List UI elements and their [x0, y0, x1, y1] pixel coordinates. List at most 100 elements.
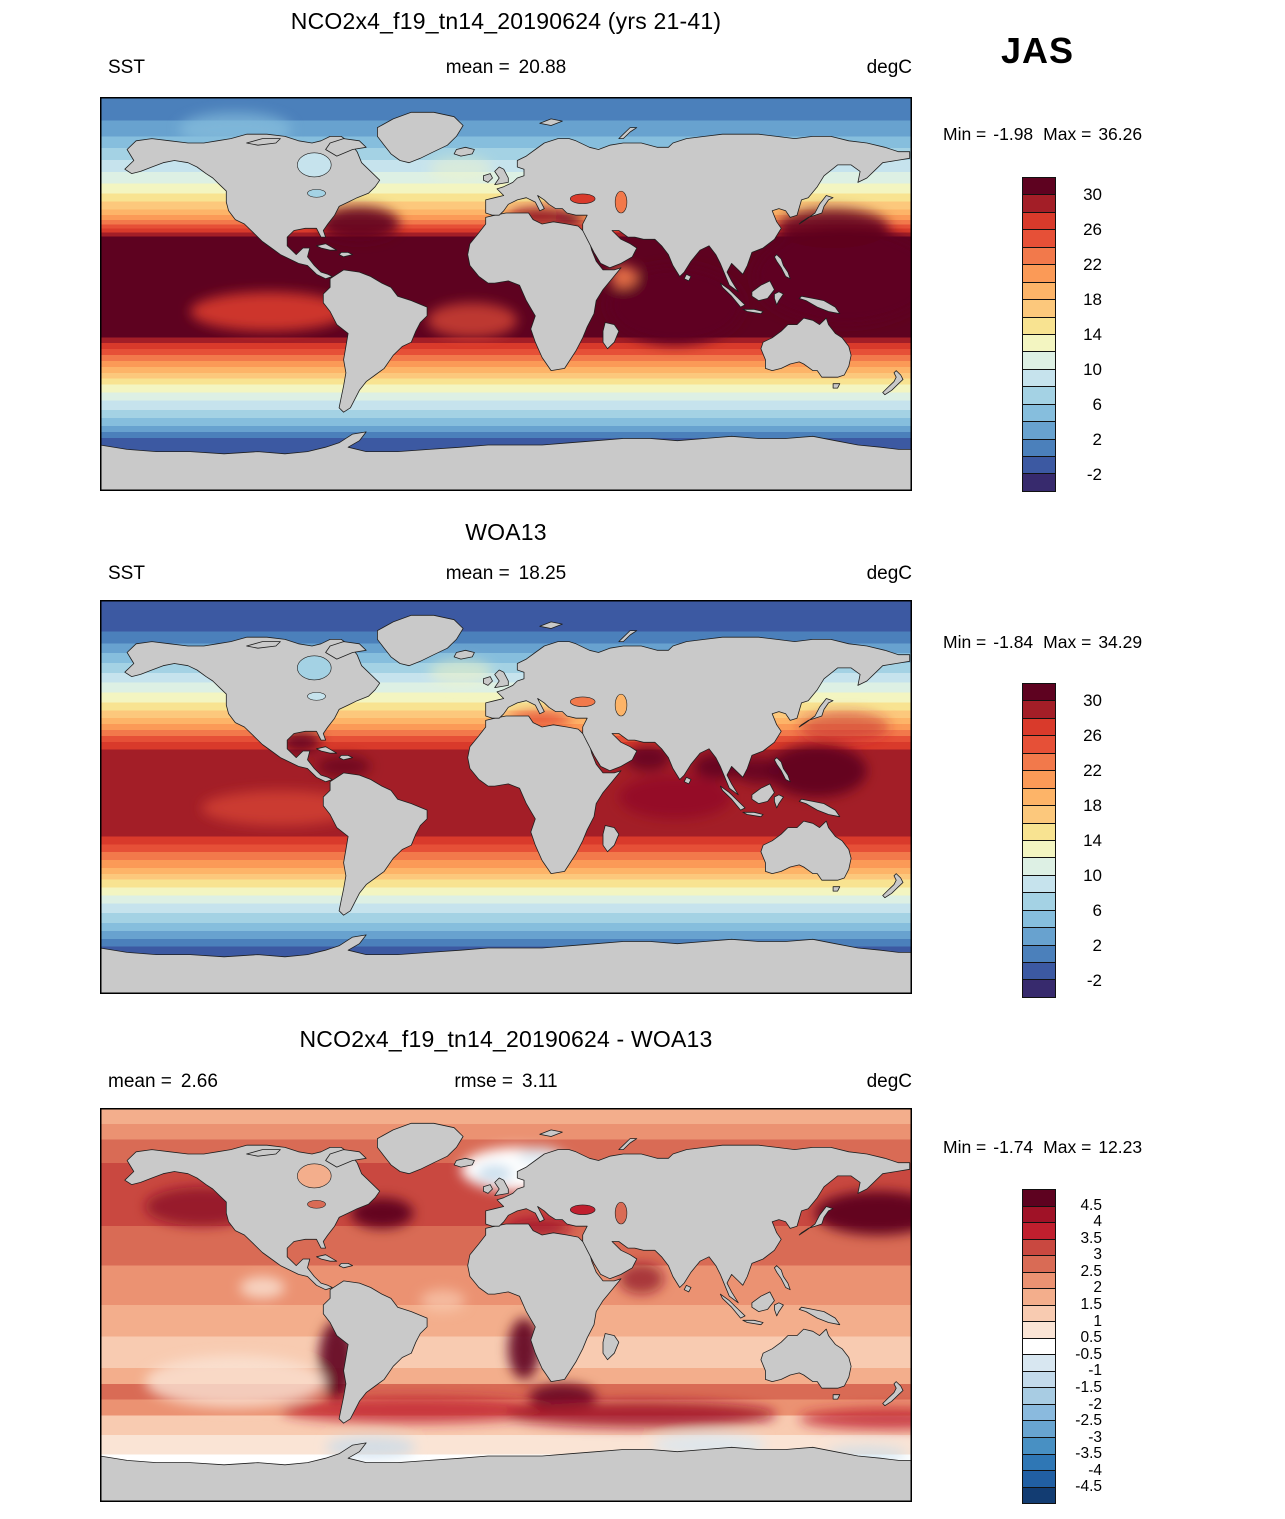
colorbar-model-labels: 30 26 22 18 14 10 6 2 -2 — [1062, 177, 1106, 492]
colorbar-segment — [1022, 351, 1056, 370]
colorbar-segment — [1022, 1288, 1056, 1306]
colorbar-segment — [1022, 403, 1056, 423]
colorbar-segment — [1022, 1337, 1056, 1356]
colorbar-woa13-labels: 30 26 22 18 14 10 6 2 -2 — [1062, 683, 1106, 998]
panel2-minmax: Min = -1.84 Max = 34.29 — [943, 632, 1273, 653]
colorbar-tick-label: 18 — [1083, 289, 1102, 309]
colorbar-segment — [1022, 194, 1056, 213]
map-difference — [100, 1108, 912, 1502]
panel2-title: WOA13 — [465, 519, 547, 545]
colorbar-segment — [1022, 1370, 1056, 1389]
colorbar-segment — [1022, 421, 1056, 440]
map-woa13-sst — [100, 600, 912, 994]
panel2-variable-label: SST — [108, 563, 145, 584]
colorbar-tick-label: 6 — [1092, 394, 1102, 414]
panel1-minmax: Min = -1.98 Max = 36.26 — [943, 124, 1273, 145]
colorbar-segment — [1022, 822, 1056, 841]
colorbar-tick-label: 14 — [1083, 830, 1102, 850]
colorbar-segment — [1022, 735, 1056, 754]
colorbar-segment — [1022, 1453, 1056, 1472]
colorbar-tick-label: 14 — [1083, 324, 1102, 344]
panel1-units-label: degC — [866, 57, 912, 78]
colorbar-tick-label: 6 — [1092, 900, 1102, 920]
colorbar-tick-label: 3.5 — [1080, 1229, 1102, 1247]
colorbar-tick-label: 1.5 — [1080, 1296, 1102, 1314]
colorbar-segment — [1022, 1354, 1056, 1372]
colorbar-segment — [1022, 1271, 1056, 1290]
colorbar-segment — [1022, 683, 1056, 702]
panel2-header: SST mean = 18.25 degC — [100, 563, 912, 587]
panel1-max-label: Max = — [1043, 124, 1092, 144]
colorbar-tick-label: -2 — [1086, 464, 1102, 484]
colorbar-tick-label: -2.5 — [1075, 1412, 1102, 1430]
panel3-units-label: degC — [866, 1071, 912, 1092]
colorbar-segment — [1022, 1205, 1056, 1224]
panel2-max-label: Max = — [1043, 632, 1092, 652]
colorbar-segment — [1022, 839, 1056, 859]
colorbar-segment — [1022, 927, 1056, 946]
colorbar-tick-label: 2.5 — [1080, 1262, 1102, 1280]
colorbar-tick-label: 2 — [1092, 429, 1102, 449]
colorbar-tick-label: -4.5 — [1075, 1478, 1102, 1496]
colorbar-tick-label: 30 — [1083, 690, 1102, 710]
panel3-max-value: 12.23 — [1098, 1137, 1143, 1157]
colorbar-segment — [1022, 299, 1056, 318]
colorbar-segment — [1022, 211, 1056, 231]
colorbar-segment — [1022, 700, 1056, 719]
panel1-mean: mean = 20.88 — [100, 57, 912, 79]
colorbar-segment — [1022, 264, 1056, 283]
colorbar-tick-label: -4 — [1088, 1461, 1102, 1479]
panel1-mean-value: 20.88 — [518, 57, 567, 78]
colorbar-segment — [1022, 874, 1056, 894]
panel3-rmse-value: 3.11 — [522, 1071, 558, 1092]
colorbar-tick-label: 1 — [1093, 1312, 1102, 1330]
colorbar-segment — [1022, 752, 1056, 772]
colorbar-tick-label: 3 — [1093, 1246, 1102, 1264]
colorbar-difference — [1022, 1189, 1056, 1505]
colorbar-segment — [1022, 1403, 1056, 1422]
panel3-max-label: Max = — [1043, 1137, 1092, 1157]
colorbar-tick-label: 26 — [1083, 725, 1102, 745]
colorbar-segment — [1022, 281, 1056, 301]
panel2-mean-label: mean = — [445, 563, 510, 584]
colorbar-segment — [1022, 770, 1056, 789]
panel2-max-value: 34.29 — [1098, 632, 1143, 652]
colorbar-segment — [1022, 892, 1056, 911]
colorbar-segment — [1022, 944, 1056, 963]
colorbar-tick-label: 10 — [1083, 359, 1102, 379]
colorbar-tick-label: 4 — [1093, 1213, 1102, 1231]
panel1-variable-label: SST — [108, 57, 145, 78]
colorbar-segment — [1022, 1255, 1056, 1273]
colorbar-tick-label: -2 — [1086, 970, 1102, 990]
colorbar-tick-label: -1 — [1088, 1362, 1102, 1380]
colorbar-segment — [1022, 805, 1056, 824]
colorbar-segment — [1022, 316, 1056, 335]
panel3-title: NCO2x4_f19_tn14_20190624 - WOA13 — [299, 1026, 713, 1052]
colorbar-segment — [1022, 1222, 1056, 1240]
colorbar-segment — [1022, 1436, 1056, 1455]
colorbar-segment — [1022, 1304, 1056, 1323]
colorbar-tick-label: 30 — [1083, 184, 1102, 204]
colorbar-tick-label: 22 — [1083, 760, 1102, 780]
colorbar-segment — [1022, 1238, 1056, 1257]
panel1-min-value: -1.98 — [993, 124, 1034, 144]
colorbar-tick-label: 26 — [1083, 219, 1102, 239]
panel3-rmse: rmse = 3.11 — [100, 1071, 912, 1093]
colorbar-segment — [1022, 857, 1056, 876]
colorbar-segment — [1022, 246, 1056, 266]
colorbar-model — [1022, 177, 1056, 492]
season-label: JAS — [1000, 30, 1075, 71]
panel3-mean: mean = 2.66 — [108, 1071, 218, 1093]
colorbar-tick-label: 0.5 — [1080, 1329, 1102, 1347]
colorbar-segment — [1022, 438, 1056, 457]
colorbar-segment — [1022, 333, 1056, 353]
panel1-max-value: 36.26 — [1098, 124, 1143, 144]
panel3-mean-value: 2.66 — [180, 1071, 218, 1092]
panel3-min-value: -1.74 — [993, 1137, 1034, 1157]
colorbar-tick-label: -3.5 — [1075, 1445, 1102, 1463]
colorbar-segment — [1022, 909, 1056, 929]
colorbar-tick-label: 2 — [1093, 1279, 1102, 1297]
colorbar-tick-label: 2 — [1092, 935, 1102, 955]
colorbar-tick-label: -2 — [1088, 1395, 1102, 1413]
